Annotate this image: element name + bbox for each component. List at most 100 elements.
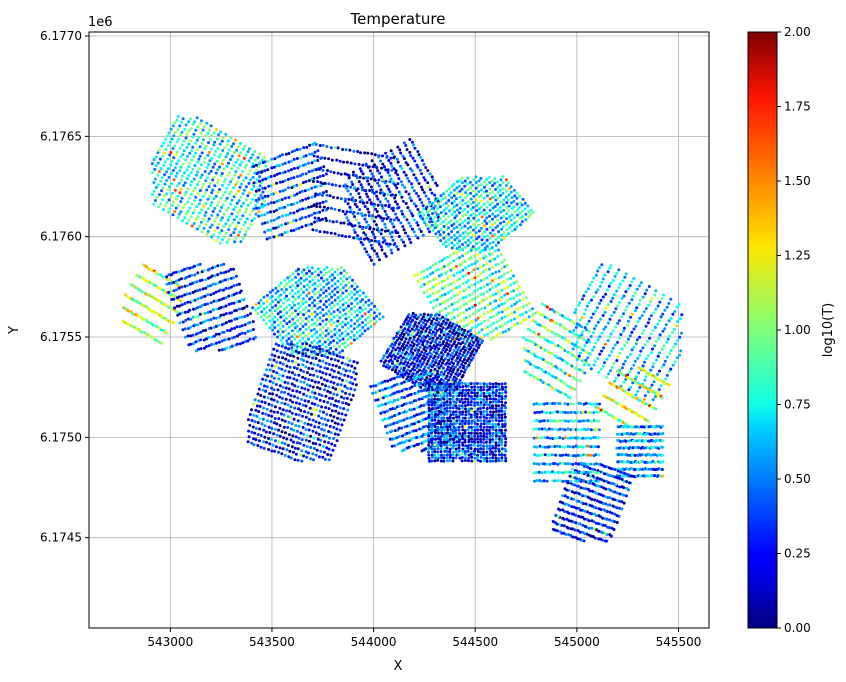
data-point [435, 351, 438, 355]
data-point [510, 229, 514, 233]
data-point [390, 368, 394, 372]
data-point [434, 221, 438, 225]
data-point [476, 340, 480, 344]
data-point [479, 422, 483, 426]
data-point [285, 305, 288, 309]
data-point [298, 442, 302, 445]
data-point [233, 335, 237, 339]
data-point [396, 173, 400, 177]
data-point [474, 175, 478, 179]
data-point [483, 224, 486, 228]
data-point [325, 219, 328, 223]
data-point [287, 152, 291, 155]
data-point [243, 323, 247, 327]
data-point [483, 327, 487, 330]
data-point [375, 314, 379, 318]
data-point [425, 362, 429, 366]
data-point [305, 371, 309, 375]
data-point [476, 397, 479, 401]
data-point [303, 421, 307, 425]
data-point [165, 275, 169, 279]
data-point [434, 428, 438, 432]
data-point [499, 221, 503, 225]
data-point [479, 293, 483, 296]
data-point [323, 268, 326, 272]
data-point [290, 342, 293, 346]
data-point [448, 437, 452, 441]
data-point [428, 215, 432, 219]
data-point [272, 235, 276, 239]
data-point [261, 417, 265, 421]
data-point [305, 445, 309, 448]
data-point [229, 136, 233, 139]
data-point [475, 332, 479, 335]
data-point [439, 211, 443, 215]
data-point [333, 444, 337, 447]
data-point [320, 354, 324, 357]
data-point [279, 305, 283, 308]
data-point [450, 303, 454, 306]
data-point [488, 302, 492, 305]
data-point [496, 202, 500, 206]
data-point [283, 231, 287, 235]
data-point [462, 364, 466, 368]
data-point [250, 209, 254, 213]
data-point [194, 195, 198, 199]
data-point [314, 431, 318, 435]
data-point [402, 332, 406, 336]
data-point [232, 186, 235, 190]
data-point [172, 271, 176, 275]
data-point [463, 382, 467, 386]
data-point [410, 444, 414, 448]
data-point [158, 193, 161, 197]
data-point [286, 403, 290, 407]
data-point [333, 298, 337, 302]
data-point [440, 351, 443, 355]
data-point [376, 203, 380, 207]
data-point [305, 383, 309, 387]
data-point [460, 181, 464, 185]
data-point [173, 306, 177, 310]
data-point [316, 180, 320, 184]
data-point [504, 440, 508, 444]
data-point [398, 148, 402, 152]
data-point [256, 444, 260, 447]
data-point [397, 369, 401, 373]
data-point [253, 150, 257, 153]
data-point [341, 303, 345, 307]
data-point [458, 263, 462, 267]
data-point [271, 288, 275, 292]
data-point [488, 208, 492, 212]
data-point [205, 121, 209, 125]
data-point [479, 193, 483, 197]
data-point [356, 211, 360, 215]
data-point [504, 329, 508, 333]
data-point [298, 339, 302, 343]
data-point [359, 151, 362, 155]
data-point [299, 304, 303, 308]
data-point [497, 304, 501, 308]
data-point [439, 382, 443, 386]
data-point [297, 302, 301, 306]
data-point [340, 361, 344, 365]
data-point [446, 263, 450, 267]
data-point [440, 280, 444, 284]
data-point [422, 276, 426, 280]
data-point [353, 293, 356, 296]
data-point [455, 271, 459, 275]
data-point [496, 190, 500, 194]
data-point [441, 326, 445, 330]
data-point [410, 401, 414, 404]
data-point [201, 217, 205, 221]
data-point [368, 255, 372, 259]
data-point [286, 230, 290, 234]
data-point [321, 143, 325, 147]
data-point [266, 228, 270, 232]
data-point [513, 227, 517, 231]
data-point [353, 162, 357, 166]
data-point [244, 340, 247, 343]
data-point [213, 265, 217, 269]
data-point [189, 139, 193, 143]
data-point [478, 343, 481, 347]
data-point [295, 227, 299, 231]
